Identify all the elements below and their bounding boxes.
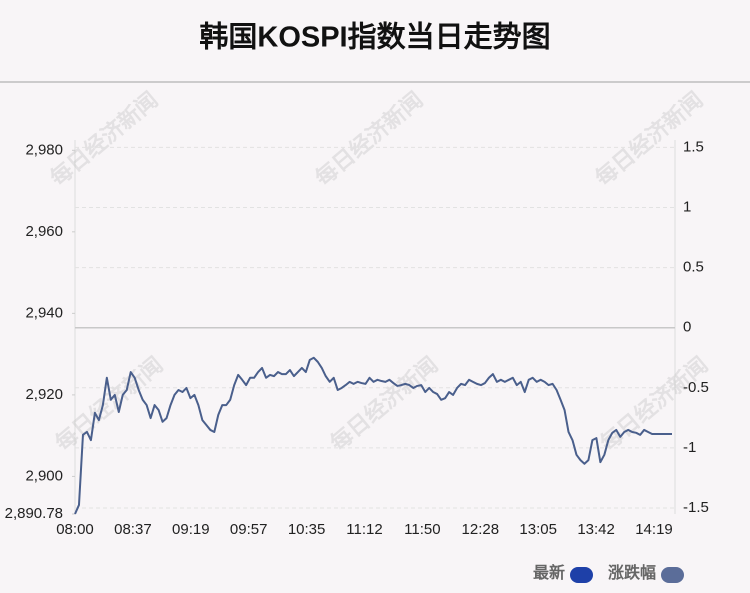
x-tick-label: 09:19	[172, 521, 210, 538]
x-tick-label: 14:19	[635, 521, 673, 538]
legend-label: 涨跌幅	[608, 563, 656, 582]
legend-label: 最新	[533, 563, 565, 582]
x-tick-label: 08:37	[114, 521, 152, 538]
x-tick-label: 11:12	[346, 521, 382, 538]
x-tick-label: 13:05	[519, 521, 557, 538]
y-tick-label: 2,890.78	[5, 505, 63, 522]
x-tick-label: 11:50	[404, 521, 440, 538]
watermark: 每日经济新闻	[310, 87, 428, 192]
y2-tick-label: -1.5	[683, 499, 709, 516]
price-line	[74, 356, 672, 515]
legend-swatch	[661, 567, 684, 583]
x-tick-label: 13:42	[577, 521, 615, 538]
y2-tick-label: 1.5	[683, 138, 704, 155]
y-tick-label: 2,980	[25, 141, 63, 158]
legend-swatch	[570, 567, 593, 583]
y2-tick-label: 1	[683, 198, 691, 215]
x-tick-label: 08:00	[56, 521, 94, 538]
watermark: 每日经济新闻	[325, 352, 443, 457]
chart-title: 韩国KOSPI指数当日走势图	[199, 21, 550, 54]
y-tick-label: 2,900	[25, 467, 63, 484]
y2-tick-label: 0	[683, 319, 691, 336]
watermark: 每日经济新闻	[50, 352, 168, 457]
watermark: 每日经济新闻	[45, 87, 163, 192]
x-tick-label: 12:28	[462, 521, 500, 538]
y2-tick-label: -1	[683, 439, 696, 456]
y-tick-label: 2,920	[25, 386, 63, 403]
x-tick-label: 10:35	[288, 521, 326, 538]
x-tick-label: 09:57	[230, 521, 268, 538]
y2-tick-label: 0.5	[683, 259, 704, 276]
y-tick-label: 2,960	[25, 223, 63, 240]
y2-tick-label: -0.5	[683, 379, 709, 396]
y-tick-label: 2,940	[25, 304, 63, 321]
